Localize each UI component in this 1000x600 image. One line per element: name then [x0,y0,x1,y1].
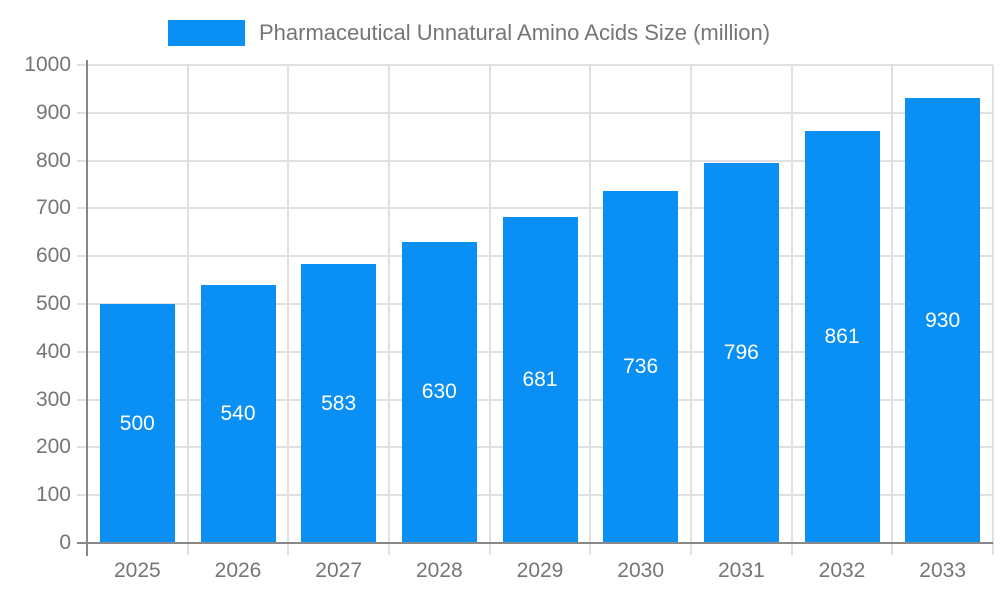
bar-2031: 796 [703,162,779,543]
y-axis-tick-label: 800 [35,148,71,172]
x-gridline [388,65,390,555]
x-axis-tick-label: 2030 [617,559,665,582]
bar-2032: 861 [804,131,880,543]
bar-2026: 540 [200,284,276,543]
bar-value-label: 681 [522,368,558,392]
x-gridline [790,65,793,555]
x-gridline [287,65,290,555]
y-axis-tick-label: 1000 [24,53,71,76]
y-axis-tick-label: 300 [35,387,71,411]
x-gridline [992,65,994,555]
y-axis-tick-label: 200 [35,435,71,459]
bar-2028: 630 [401,241,477,543]
bar-2027: 583 [301,264,377,543]
y-axis-tick-label: 900 [35,100,71,124]
y-gridline [77,207,993,210]
x-axis-tick-label: 2027 [315,559,363,582]
x-axis-tick-label: 2026 [214,559,262,582]
y-axis-tick-label: 500 [35,292,71,315]
bar-value-label: 500 [119,411,155,435]
bar-2030: 736 [603,191,679,543]
x-gridline [690,65,692,555]
bar-value-label: 796 [723,340,759,364]
x-axis-tick-label: 2033 [919,559,967,582]
legend-label: Pharmaceutical Unnatural Amino Acids Siz… [259,20,771,45]
y-axis-tick-label: 600 [35,244,71,268]
bar-value-label: 583 [321,391,357,415]
x-axis-tick-label: 2025 [113,559,161,582]
bar-2033: 930 [905,98,981,543]
y-axis-tick-label: 700 [35,196,71,220]
x-gridline [488,65,491,555]
x-axis-tick-label: 2032 [818,559,866,582]
x-axis-tick-label: 2031 [717,559,765,582]
bar-value-label: 736 [623,355,659,379]
bar-value-label: 930 [925,308,961,332]
x-axis-tick-label: 2029 [516,559,564,582]
x-axis-tick-label: 2028 [415,559,463,582]
y-axis-line [86,60,88,556]
bar-value-label: 540 [220,401,256,425]
legend-swatch [168,20,245,46]
y-axis-tick-label: 400 [35,339,71,363]
bar-value-label: 861 [824,325,860,349]
bar-2029: 681 [502,217,578,543]
y-gridline [77,64,993,66]
x-axis-line [77,542,993,544]
legend: Pharmaceutical Unnatural Amino Acids Siz… [168,20,770,46]
x-gridline [186,65,189,555]
x-gridline [589,65,592,555]
y-gridline [77,111,993,114]
y-axis-tick-label: 100 [35,483,71,507]
y-axis-tick-label: 0 [59,531,71,554]
bar-2025: 500 [99,304,175,543]
x-gridline [891,65,894,555]
y-gridline [77,159,993,162]
bar-value-label: 630 [421,380,457,404]
